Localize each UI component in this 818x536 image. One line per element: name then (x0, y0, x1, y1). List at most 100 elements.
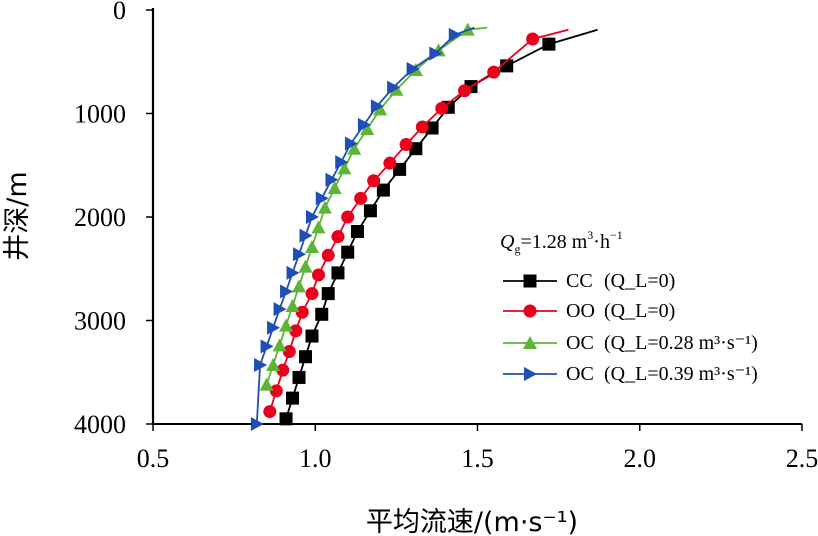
data-point (299, 228, 313, 243)
data-point (331, 230, 345, 244)
data-point (315, 191, 329, 206)
x-tick-label: 0.5 (137, 444, 170, 473)
legend-swatch-marker (523, 304, 537, 318)
legend-label: OO (566, 300, 595, 322)
data-point (393, 162, 407, 176)
legend-items: CC (Q_L=0) OO (Q_L=0) OC (Q_L=0.28 m³·s⁻¹) OC (… (503, 270, 758, 385)
data-point (315, 307, 329, 321)
data-point (259, 377, 274, 391)
data-point (250, 417, 264, 431)
series-1 (263, 28, 569, 419)
legend-label: CC (566, 270, 593, 292)
legend-title-sub: g (514, 242, 520, 256)
data-point (341, 210, 355, 224)
data-point (487, 65, 501, 79)
data-point (399, 138, 413, 152)
series-layer (250, 22, 598, 431)
legend-condition: (Q_L=0) (604, 270, 675, 292)
data-point (299, 350, 313, 364)
y-tick-label: 3000 (74, 307, 126, 336)
data-point (269, 384, 283, 398)
data-point (286, 265, 300, 280)
data-point (292, 279, 307, 293)
data-point (305, 329, 319, 343)
data-point (306, 210, 320, 224)
legend-item-1: OO (Q_L=0) (503, 300, 675, 322)
legend-title-sup2: −1 (610, 228, 623, 242)
data-point (337, 161, 352, 175)
series-3 (250, 26, 475, 431)
data-point (286, 391, 300, 405)
legend: Qg=1.28 m3·h−1 CC (Q_L=0) OO (Q_L=0) OC (Q_L=… (500, 228, 758, 385)
data-point (344, 136, 358, 151)
data-point (266, 358, 281, 372)
y-tick-label: 4000 (74, 410, 126, 439)
legend-label: OC (566, 332, 594, 354)
y-axis-title: 井深/m (2, 171, 33, 260)
y-tick-label: 2000 (74, 203, 126, 232)
data-point (409, 142, 423, 156)
data-point (279, 318, 294, 332)
series-2 (259, 22, 488, 391)
legend-swatch-marker (523, 336, 537, 349)
ticks: 0.5 1.0 1.5 2.0 2.5 0 1000 2000 3000 4000 (74, 0, 818, 473)
data-point (331, 266, 345, 280)
data-point (263, 405, 277, 419)
data-point (317, 200, 332, 214)
data-point (373, 102, 388, 116)
data-point (293, 247, 307, 262)
data-point (363, 204, 377, 218)
data-point (341, 245, 355, 259)
data-point (273, 302, 287, 317)
data-point (526, 32, 540, 46)
data-point (347, 141, 362, 155)
data-point (298, 259, 313, 273)
data-point (376, 183, 390, 197)
data-point (279, 412, 293, 426)
data-point (354, 191, 368, 205)
data-point (321, 287, 335, 301)
data-point (448, 27, 462, 42)
data-point (285, 299, 300, 313)
data-point (280, 284, 294, 299)
data-point (325, 172, 339, 187)
data-point (327, 181, 342, 195)
y-tick-label: 0 (113, 0, 126, 25)
data-point (260, 339, 274, 354)
legend-title-q: Q (500, 231, 515, 253)
data-point (406, 61, 420, 76)
x-tick-label: 2.0 (624, 444, 657, 473)
data-point (429, 46, 443, 61)
data-point (458, 84, 472, 98)
data-point (500, 59, 514, 73)
y-tick-label: 1000 (74, 100, 126, 129)
data-point (542, 37, 556, 51)
legend-item-0: CC (Q_L=0) (503, 270, 675, 292)
series-line (285, 28, 598, 420)
legend-swatch-marker (523, 274, 537, 288)
data-point (289, 324, 303, 338)
data-point (295, 305, 309, 319)
data-point (367, 174, 381, 188)
data-point (370, 99, 384, 114)
legend-title-text2: ·h (593, 231, 610, 253)
legend-condition: (Q_L=0) (604, 300, 675, 322)
data-point (311, 220, 326, 234)
data-point (357, 117, 371, 132)
data-point (305, 240, 320, 254)
legend-label: OC (566, 363, 594, 385)
data-point (350, 224, 364, 238)
x-axis-title: 平均流速/(m·s⁻¹) (366, 507, 578, 536)
data-point (335, 155, 349, 170)
data-point (383, 156, 397, 170)
series-line (268, 28, 569, 412)
x-tick-label: 2.5 (786, 444, 818, 473)
x-tick-label: 1.0 (299, 444, 332, 473)
data-point (282, 345, 296, 359)
data-point (425, 121, 439, 135)
data-point (305, 287, 319, 301)
data-point (292, 370, 306, 384)
data-point (254, 358, 268, 373)
legend-title-text: =1.28 m (520, 231, 587, 253)
